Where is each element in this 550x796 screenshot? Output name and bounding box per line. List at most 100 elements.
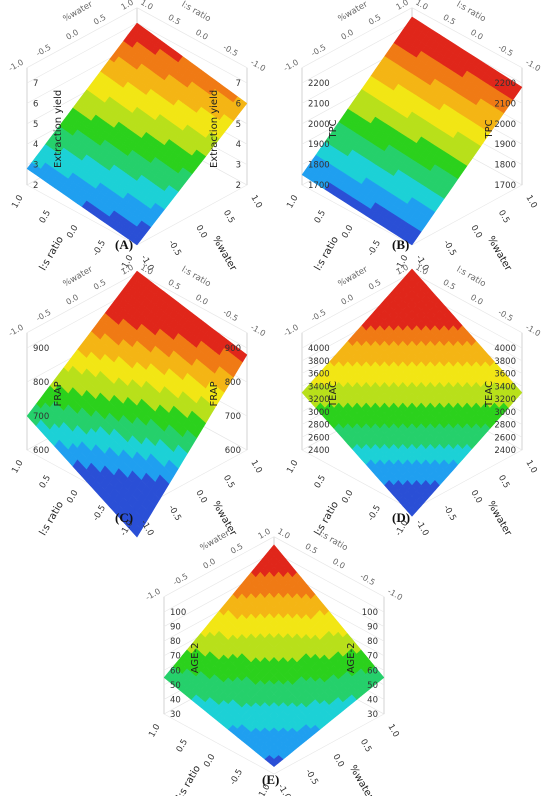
z-tick-label-right: 60 bbox=[170, 666, 181, 676]
z-tick-label-right: 2000 bbox=[308, 120, 330, 130]
z-tick-label-right: 5 bbox=[33, 120, 38, 130]
back-tick-label-ratio: 0.5 bbox=[442, 13, 458, 27]
z-tick-label-left: 3800 bbox=[494, 357, 516, 367]
surface-cell bbox=[132, 524, 142, 538]
back-tick-label-water: 0.0 bbox=[339, 293, 355, 307]
x-tick-label: 0.5 bbox=[175, 738, 190, 755]
z-tick-label-right: 700 bbox=[33, 412, 49, 422]
back-tick-label-ratio: 0.5 bbox=[442, 278, 458, 292]
back-edge bbox=[411, 272, 523, 333]
surface-cell bbox=[269, 758, 279, 768]
y-tick-label: 0.5 bbox=[496, 474, 511, 491]
y-tick-label: 0.5 bbox=[221, 474, 236, 491]
z-tick-label-left: 5 bbox=[236, 120, 241, 130]
z-tick-label-right: 2600 bbox=[308, 433, 330, 443]
back-tick-label-ratio: 0.0 bbox=[469, 293, 485, 307]
x-tick-label: 0.0 bbox=[340, 224, 355, 241]
back-edge bbox=[301, 7, 413, 68]
z-tick-label-right: 80 bbox=[170, 637, 181, 647]
surface-plot-a: 2 2 3 3 4 4 5 5 6 6 7 7 Extraction yield Extraction y… bbox=[7, 0, 267, 274]
x-axis-label: l:s ratio bbox=[175, 764, 203, 796]
back-axis-label-water: %water bbox=[62, 264, 95, 289]
z-tick-label-right: 1900 bbox=[308, 140, 330, 150]
z-tick-label-left: 30 bbox=[367, 710, 378, 720]
back-tick-label-water: 0.5 bbox=[367, 13, 383, 27]
x-tick-label: 0.5 bbox=[38, 474, 53, 491]
x-tick-label: -0.5 bbox=[91, 239, 108, 258]
z-tick-label-left: 800 bbox=[225, 378, 241, 388]
y-tick-label: 1.0 bbox=[248, 194, 263, 211]
x-tick-label: 0.0 bbox=[202, 753, 217, 770]
z-tick-label-right: 4000 bbox=[308, 344, 330, 354]
panel-label-c: (C) bbox=[115, 510, 134, 525]
x-tick-label: 1.0 bbox=[147, 723, 162, 740]
z-tick-label-right: 50 bbox=[170, 681, 181, 691]
x-tick-label: -0.5 bbox=[366, 239, 383, 258]
z-tick-label-right: 900 bbox=[33, 344, 49, 354]
z-tick-label-right: 2100 bbox=[308, 99, 330, 109]
back-tick-label-ratio: 0.0 bbox=[469, 28, 485, 42]
z-tick-label-left: 90 bbox=[367, 623, 378, 633]
back-tick-label-water: -1.0 bbox=[282, 323, 300, 339]
y-tick-label: 0.0 bbox=[468, 489, 483, 506]
back-tick-label-water: -1.0 bbox=[282, 58, 300, 74]
surface-cell bbox=[407, 235, 417, 246]
z-tick-label-right: 2400 bbox=[308, 446, 330, 456]
z-axis-label-right: TEAC bbox=[328, 381, 339, 408]
z-tick-label-left: 3 bbox=[236, 161, 241, 171]
z-tick-label-left: 700 bbox=[225, 412, 241, 422]
back-tick-label-ratio: -1.0 bbox=[249, 58, 267, 74]
surface-cell bbox=[132, 235, 142, 246]
x-tick-label: 1.0 bbox=[10, 459, 25, 476]
z-tick-label-right: 90 bbox=[170, 623, 181, 633]
back-tick-label-water: 0.0 bbox=[339, 28, 355, 42]
z-tick-label-left: 2800 bbox=[494, 421, 516, 431]
y-tick-label: 1.0 bbox=[523, 459, 538, 476]
back-tick-label-ratio: 0.0 bbox=[331, 557, 347, 571]
back-tick-label-ratio: 0.5 bbox=[167, 278, 183, 292]
x-tick-label: 1.0 bbox=[285, 459, 300, 476]
z-tick-label-left: 3200 bbox=[494, 395, 516, 405]
surface bbox=[301, 268, 523, 517]
back-edge bbox=[26, 7, 138, 68]
back-tick-label-water: -0.5 bbox=[309, 308, 327, 324]
z-tick-label-left: 40 bbox=[367, 695, 378, 705]
z-tick-label-right: 40 bbox=[170, 695, 181, 705]
back-edge bbox=[136, 272, 248, 333]
back-axis-label-water: %water bbox=[337, 264, 370, 289]
back-axis-label-ratio: l:s ratio bbox=[455, 265, 488, 290]
z-tick-label-right: 7 bbox=[33, 79, 38, 89]
surface bbox=[301, 16, 523, 246]
back-tick-label-water: 1.0 bbox=[256, 527, 272, 541]
back-tick-label-water: 1.0 bbox=[119, 263, 135, 277]
panel-label-d: (D) bbox=[392, 510, 411, 525]
back-edge bbox=[136, 7, 248, 68]
back-tick-label-water: -0.5 bbox=[171, 572, 189, 588]
y-axis-label: %water bbox=[485, 500, 514, 539]
surface-cell bbox=[407, 505, 417, 517]
z-tick-label-right: 100 bbox=[170, 608, 186, 618]
back-edge bbox=[273, 536, 385, 597]
y-tick-label: 1.0 bbox=[385, 723, 400, 740]
surface-plot-c: 600 600 700 700 800 800 900 900 FRAP FRAP -1.0 -1.0… bbox=[7, 263, 267, 539]
z-axis-label-right: AGE-2 bbox=[190, 643, 201, 674]
z-tick-label-left: 2400 bbox=[494, 446, 516, 456]
z-tick-label-left: 60 bbox=[367, 666, 378, 676]
back-axis-label-ratio: l:s ratio bbox=[455, 0, 488, 24]
z-tick-label-left: 2600 bbox=[494, 433, 516, 443]
back-tick-label-ratio: 0.5 bbox=[304, 542, 320, 556]
back-axis-label-ratio: l:s ratio bbox=[180, 265, 213, 290]
back-tick-label-ratio: -0.5 bbox=[359, 572, 377, 588]
back-tick-label-water: -1.0 bbox=[144, 587, 162, 603]
z-axis-label-left: FRAP bbox=[209, 381, 220, 406]
z-tick-label-right: 3200 bbox=[308, 395, 330, 405]
z-axis-label-right: FRAP bbox=[53, 381, 64, 406]
z-tick-label-left: 7 bbox=[236, 79, 241, 89]
y-tick-label: -0.5 bbox=[441, 504, 458, 523]
z-tick-label-right: 2 bbox=[33, 181, 38, 191]
z-tick-label-left: 600 bbox=[225, 446, 241, 456]
y-tick-label: 1.0 bbox=[523, 194, 538, 211]
y-tick-label: 0.0 bbox=[193, 224, 208, 241]
z-tick-label-left: 2 bbox=[236, 181, 241, 191]
back-edge bbox=[26, 272, 138, 333]
